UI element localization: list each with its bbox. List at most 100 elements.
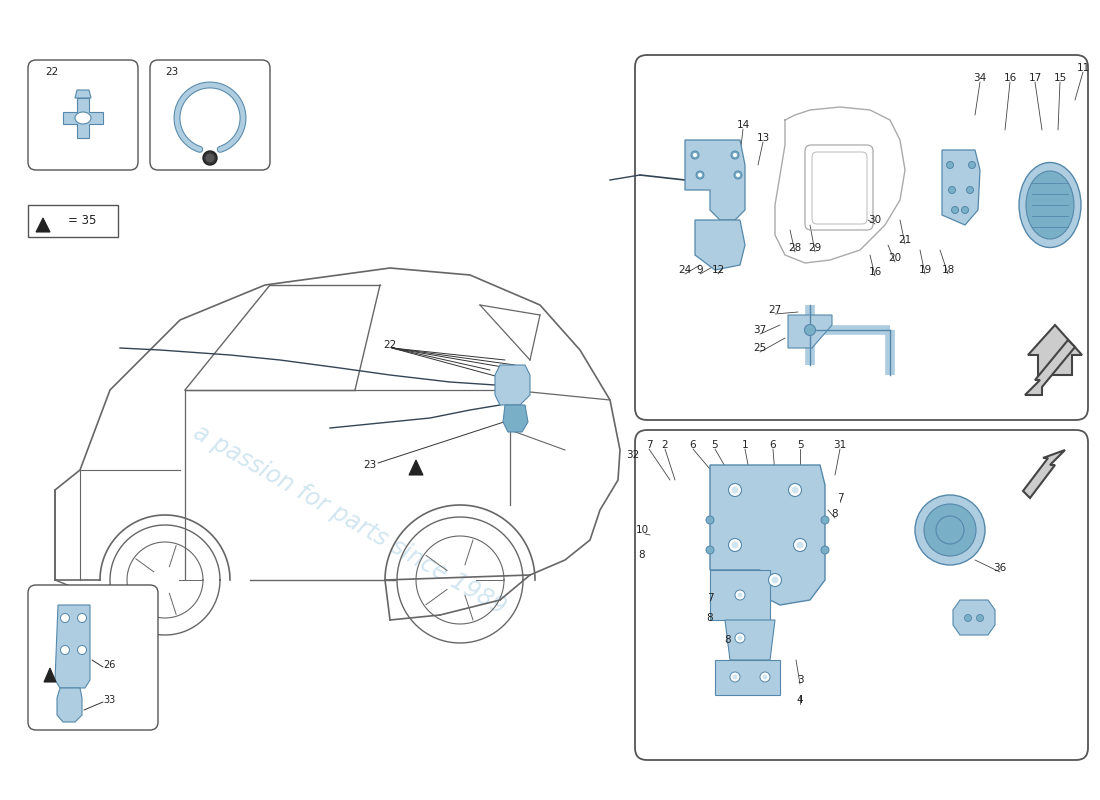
Text: 8: 8 [706, 613, 713, 623]
Polygon shape [409, 460, 424, 475]
Polygon shape [685, 140, 745, 220]
Text: 14: 14 [736, 120, 749, 130]
Text: a passion for parts since 1989: a passion for parts since 1989 [189, 420, 510, 620]
Circle shape [60, 614, 69, 622]
Text: 10: 10 [636, 525, 649, 535]
Text: 22: 22 [45, 67, 58, 77]
Circle shape [204, 151, 217, 165]
Polygon shape [725, 620, 775, 660]
Polygon shape [1023, 450, 1065, 498]
Circle shape [792, 486, 799, 494]
Polygon shape [942, 150, 980, 225]
Text: 29: 29 [808, 243, 822, 253]
Polygon shape [953, 600, 996, 635]
Text: 34: 34 [974, 73, 987, 83]
Polygon shape [75, 90, 91, 98]
FancyBboxPatch shape [28, 585, 158, 730]
Circle shape [952, 206, 958, 214]
Polygon shape [1025, 340, 1075, 395]
Circle shape [924, 504, 976, 556]
Text: 26: 26 [103, 660, 116, 670]
Circle shape [737, 635, 742, 641]
Text: 6: 6 [770, 440, 777, 450]
Text: 22: 22 [384, 340, 397, 350]
FancyBboxPatch shape [28, 60, 138, 170]
Text: 37: 37 [754, 325, 767, 335]
Circle shape [733, 153, 737, 157]
Polygon shape [44, 668, 56, 682]
Circle shape [696, 171, 704, 179]
Text: 13: 13 [757, 133, 770, 143]
Circle shape [796, 542, 803, 549]
Ellipse shape [1019, 162, 1081, 247]
Polygon shape [57, 688, 82, 722]
Circle shape [730, 672, 740, 682]
FancyBboxPatch shape [28, 205, 118, 237]
Circle shape [968, 162, 976, 169]
Text: 36: 36 [993, 563, 1007, 573]
Polygon shape [503, 405, 528, 432]
Text: 8: 8 [639, 550, 646, 560]
Circle shape [706, 546, 714, 554]
Text: 4: 4 [796, 695, 803, 705]
Text: 16: 16 [868, 267, 881, 277]
Text: 2: 2 [662, 440, 669, 450]
Circle shape [771, 577, 779, 583]
Text: 31: 31 [834, 440, 847, 450]
Polygon shape [55, 605, 90, 688]
FancyBboxPatch shape [150, 60, 270, 170]
Text: 1: 1 [741, 440, 748, 450]
Circle shape [961, 206, 968, 214]
Circle shape [734, 171, 742, 179]
Text: 3: 3 [796, 675, 803, 685]
Text: 28: 28 [789, 243, 802, 253]
Text: 23: 23 [363, 460, 376, 470]
Circle shape [77, 646, 87, 654]
Polygon shape [715, 660, 780, 695]
Polygon shape [695, 220, 745, 270]
Polygon shape [36, 218, 50, 232]
Text: 6: 6 [690, 440, 696, 450]
Circle shape [735, 633, 745, 643]
Ellipse shape [75, 112, 91, 124]
Circle shape [698, 173, 702, 177]
Circle shape [728, 483, 741, 497]
Text: 5: 5 [712, 440, 718, 450]
Text: 24: 24 [679, 265, 692, 275]
Circle shape [821, 516, 829, 524]
Polygon shape [1028, 325, 1082, 375]
Circle shape [915, 495, 984, 565]
Text: 16: 16 [1003, 73, 1016, 83]
FancyBboxPatch shape [635, 55, 1088, 420]
Polygon shape [710, 570, 770, 620]
Circle shape [77, 614, 87, 622]
Circle shape [706, 516, 714, 524]
Circle shape [737, 593, 742, 598]
Text: 17: 17 [1028, 73, 1042, 83]
Circle shape [733, 674, 737, 679]
Circle shape [762, 674, 768, 679]
Circle shape [793, 538, 806, 551]
Circle shape [948, 186, 956, 194]
Circle shape [732, 151, 739, 159]
Circle shape [769, 574, 781, 586]
Circle shape [206, 154, 214, 162]
Polygon shape [495, 365, 530, 405]
Circle shape [735, 590, 745, 600]
Text: 23: 23 [165, 67, 178, 77]
Text: 20: 20 [889, 253, 902, 263]
Circle shape [821, 546, 829, 554]
Text: 8: 8 [832, 509, 838, 519]
Text: 30: 30 [868, 215, 881, 225]
Text: 32: 32 [626, 450, 639, 460]
Circle shape [965, 614, 971, 622]
Polygon shape [710, 465, 825, 605]
Text: 7: 7 [837, 493, 844, 503]
Ellipse shape [1026, 171, 1074, 239]
Text: 15: 15 [1054, 73, 1067, 83]
Circle shape [728, 538, 741, 551]
Text: 33: 33 [103, 695, 116, 705]
Polygon shape [788, 315, 832, 348]
Circle shape [789, 483, 802, 497]
Circle shape [732, 542, 738, 549]
